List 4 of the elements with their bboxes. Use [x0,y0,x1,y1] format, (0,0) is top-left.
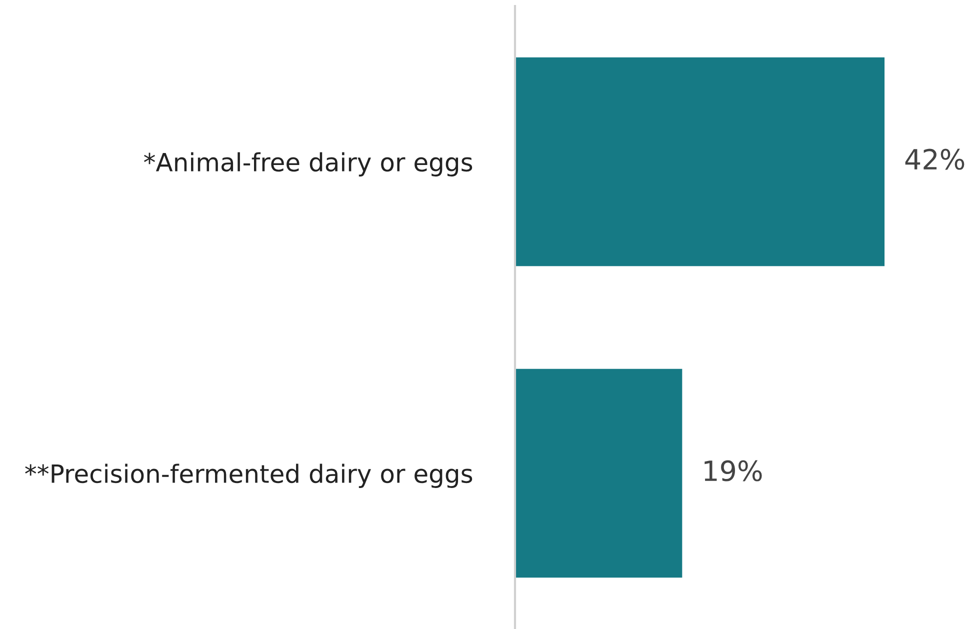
data-label: 19% [704,460,762,482]
y-tick-label: *Animal-free dairy or eggs [144,152,472,176]
data-label: 42% [905,148,964,170]
y-tick-label: **Precision-fermented dairy or eggs [25,464,472,488]
